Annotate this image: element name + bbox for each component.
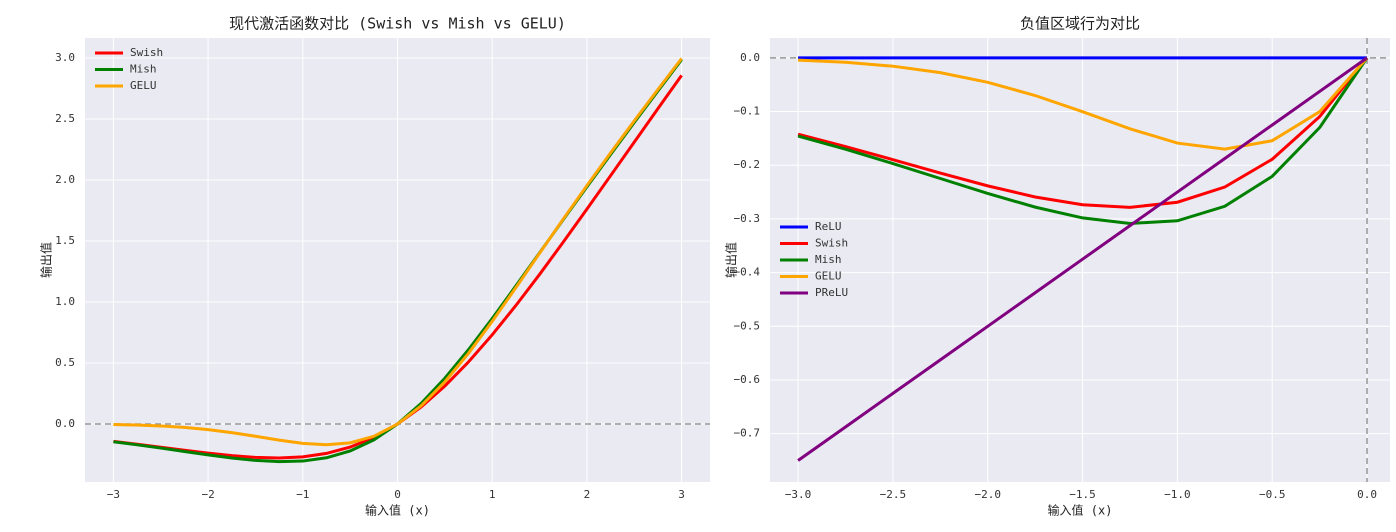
legend-label: ReLU (815, 220, 842, 233)
chart-title: 现代激活函数对比 (Swish vs Mish vs GELU) (229, 15, 566, 33)
x-tick-label: 3 (678, 488, 685, 501)
x-tick-label: 0.0 (1357, 488, 1377, 501)
y-axis-label: 输出值 (39, 242, 54, 278)
x-tick-label: 2 (584, 488, 591, 501)
y-tick-label: −0.2 (734, 158, 761, 171)
series-line (798, 56, 1369, 151)
x-tick-label: −3 (107, 488, 120, 501)
legend-label: Swish (815, 237, 848, 250)
y-tick-label: 0.0 (740, 51, 760, 64)
series-line (797, 56, 1368, 462)
y-tick-label: 0.0 (55, 417, 75, 430)
y-tick-label: −0.7 (734, 427, 761, 440)
x-axis-label: 输入值 (x) (365, 503, 430, 518)
x-tick-label: −2.0 (974, 488, 1001, 501)
y-tick-label: 2.0 (55, 173, 75, 186)
y-tick-label: 1.0 (55, 295, 75, 308)
legend-label: Mish (815, 253, 842, 266)
x-tick-label: −3.0 (785, 488, 812, 501)
y-tick-label: 3.0 (55, 51, 75, 64)
y-tick-label: −0.5 (734, 319, 761, 332)
series-line (797, 57, 1369, 225)
legend-label: GELU (815, 270, 842, 283)
x-tick-label: −0.5 (1259, 488, 1286, 501)
legend-label: PReLU (815, 286, 848, 299)
x-tick-label: −1.0 (1164, 488, 1191, 501)
y-axis-label: 输出值 (724, 242, 739, 278)
chart-title: 负值区域行为对比 (1020, 15, 1140, 33)
y-tick-label: −0.4 (734, 266, 761, 279)
y-tick-label: −0.6 (734, 373, 761, 386)
x-tick-label: 0 (394, 488, 401, 501)
x-tick-label: −1 (296, 488, 309, 501)
series-line (797, 56, 1369, 209)
y-tick-label: 0.5 (55, 356, 75, 369)
y-tick-label: −0.1 (734, 105, 761, 118)
x-tick-label: −2 (201, 488, 214, 501)
x-axis-label: 输入值 (x) (1048, 503, 1113, 518)
x-tick-label: −2.5 (880, 488, 907, 501)
y-tick-label: 2.5 (55, 112, 75, 125)
series-line (113, 57, 683, 447)
legend-label: Mish (130, 63, 157, 76)
legend-label: GELU (130, 79, 157, 92)
legend-label: Swish (130, 46, 163, 59)
x-tick-label: −1.5 (1069, 488, 1096, 501)
y-tick-label: 1.5 (55, 234, 75, 247)
x-tick-label: 1 (489, 488, 496, 501)
y-tick-label: −0.3 (734, 212, 761, 225)
